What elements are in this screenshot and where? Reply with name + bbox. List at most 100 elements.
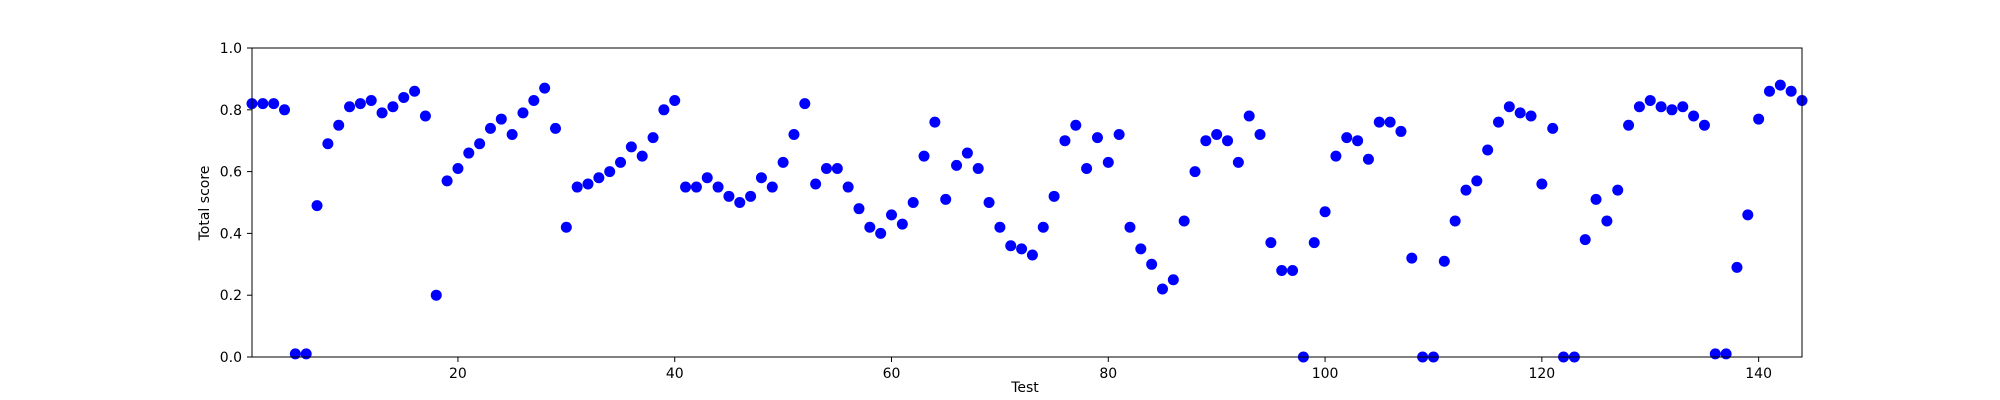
data-point [788,129,800,141]
data-point [983,197,995,208]
data-point [1156,283,1168,295]
data-point [1547,122,1559,134]
data-point [1026,249,1038,261]
data-point [864,221,876,233]
data-point [1135,243,1147,255]
data-point [799,98,811,110]
data-point [1731,261,1743,273]
data-point [820,163,832,175]
data-point [1590,193,1602,205]
data-point [1124,221,1136,233]
data-point [1330,150,1342,162]
data-point [690,181,702,193]
data-point [1514,107,1526,119]
data-point [539,82,551,94]
data-point [300,348,312,360]
data-point [1113,129,1125,141]
data-point [279,104,291,116]
data-point [615,156,627,168]
data-point [268,98,280,110]
data-point [1503,101,1515,113]
data-point [886,209,898,221]
data-point [1146,258,1158,270]
data-point [484,122,496,134]
data-point [907,197,919,208]
data-point [257,98,269,110]
data-point [495,113,507,125]
data-point [1243,110,1255,122]
data-point [647,132,659,144]
data-point [387,101,399,113]
data-point [1016,243,1028,255]
data-point [1276,264,1288,276]
data-point [441,175,453,187]
data-point [712,181,724,193]
data-point [1037,221,1049,233]
data-point [1438,255,1450,267]
data-point [409,85,421,97]
data-point [560,221,572,233]
data-point [896,218,908,230]
data-point [755,172,767,184]
data-point [929,116,941,128]
data-point [1449,215,1461,227]
data-point [842,181,854,193]
data-point [365,95,377,107]
data-point [994,221,1006,233]
data-point [1612,184,1624,196]
data-point [1460,184,1472,196]
data-point [1493,116,1505,128]
data-point [1319,206,1331,218]
data-point [1633,101,1645,113]
data-point [1666,104,1678,116]
data-point [1579,234,1591,246]
data-point [1232,156,1244,168]
data-point [1373,116,1385,128]
data-point [1525,110,1537,122]
data-point [1742,209,1754,221]
data-point [1644,95,1656,107]
data-point [311,200,323,212]
data-point [734,197,746,208]
x-tick-label: 40 [666,366,684,382]
data-point [777,156,789,168]
data-point [1102,156,1114,168]
data-point [810,178,822,190]
data-point [961,147,973,159]
data-point [430,289,442,301]
data-point [1048,190,1060,202]
data-point [1753,113,1765,125]
data-point [463,147,475,159]
data-point [506,129,518,141]
data-point [1308,237,1320,249]
data-point [549,122,561,134]
data-point [1211,129,1223,141]
x-tick-label: 20 [449,366,467,382]
data-point [1265,237,1277,249]
data-point [1059,135,1071,147]
data-point [766,181,778,193]
data-point [680,181,692,193]
data-point [1655,101,1667,113]
data-point [831,163,843,175]
data-point [1070,119,1082,131]
y-axis-label: Total score [197,166,213,242]
data-point [1384,116,1396,128]
data-point [1362,153,1374,165]
y-tick-label: 0.4 [220,226,242,242]
x-tick-label: 80 [1099,366,1117,382]
data-point [571,181,583,193]
data-point [1536,178,1548,190]
data-point [1406,252,1418,264]
data-point [289,348,301,360]
data-point [658,104,670,116]
y-tick-label: 0.0 [220,350,242,366]
data-point [517,107,529,119]
x-tick-label: 140 [1745,366,1772,382]
data-point [344,101,356,113]
x-tick-label: 100 [1312,366,1339,382]
x-tick-label: 120 [1528,366,1555,382]
data-point [940,193,952,205]
data-point [354,98,366,110]
